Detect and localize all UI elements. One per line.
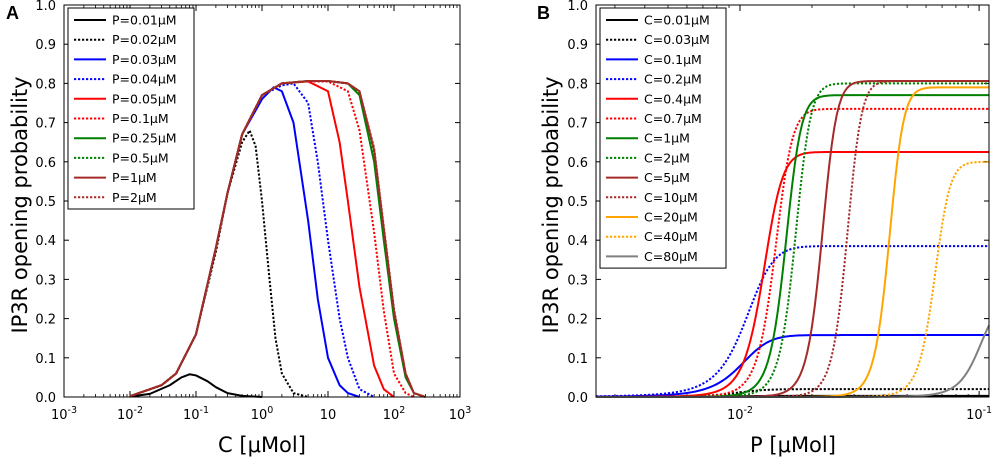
- ytick-label: 0.8: [35, 77, 56, 92]
- legend-label-c-0-2um: C=0.2μM: [644, 72, 702, 87]
- ytick-label: 0.9: [35, 38, 56, 53]
- panel-a: A C [μMol] IP3R opening probability 0.00…: [6, 0, 471, 457]
- legend-label-c-0-7um: C=0.7μM: [644, 111, 702, 126]
- series-line-p-0-01um: [129, 373, 263, 398]
- ytick-label: 0.6: [567, 156, 588, 171]
- legend-label-c-20um: C=20μM: [644, 210, 698, 225]
- ytick-label: 0.0: [567, 391, 588, 406]
- xtick-label: 102: [383, 405, 406, 423]
- panel-a-letter: A: [6, 3, 19, 23]
- legend-label-p-2um: P=2μM: [112, 190, 157, 205]
- panel-b-ylabel: IP3R opening probability: [539, 76, 563, 333]
- series-line-p-0-02um: [129, 129, 309, 398]
- panel-a-series: [129, 80, 426, 398]
- legend-label-c-40um: C=40μM: [644, 229, 698, 244]
- panel-a-xlabel: C [μMol]: [218, 433, 306, 457]
- panel-b-frame: [595, 4, 990, 398]
- xtick-label: 10-2: [727, 405, 753, 423]
- ytick-label: 0.1: [567, 352, 588, 367]
- legend-label-p-0-01um: P=0.01μM: [112, 13, 177, 28]
- ytick-label: 0.7: [35, 117, 56, 132]
- xtick-label: 100: [251, 405, 274, 423]
- ytick-label: 0.3: [35, 273, 56, 288]
- ytick-label: 0.4: [35, 234, 56, 249]
- legend-label-c-0-03um: C=0.03μM: [644, 32, 710, 47]
- xtick-label: 10-1: [966, 405, 992, 423]
- legend-label-c-10um: C=10μM: [644, 190, 698, 205]
- xtick-label: 10: [320, 408, 337, 423]
- legend-box: [67, 7, 195, 210]
- legend-label-c-80um: C=80μM: [644, 249, 698, 264]
- legend-label-c-0-01um: C=0.01μM: [644, 13, 710, 28]
- legend-label-p-0-05um: P=0.05μM: [112, 91, 177, 106]
- ytick-label: 0.1: [35, 352, 56, 367]
- panel-b-xlabel: P [μMol]: [750, 433, 836, 457]
- ytick-label: 0.9: [567, 38, 588, 53]
- ytick-label: 0.5: [35, 195, 56, 210]
- legend-label-p-0-1um: P=0.1μM: [112, 111, 169, 126]
- legend-label-c-1um: C=1μM: [644, 131, 690, 146]
- ytick-label: 1.0: [567, 0, 588, 14]
- panel-b-legend: C=0.01μM C=0.03μM C=0.1μM C=0.2μM C=0.4μM C=0…: [599, 7, 727, 269]
- xtick-label: 10-1: [183, 405, 209, 423]
- xtick-label: 10-2: [117, 405, 143, 423]
- xtick-label: 103: [449, 405, 472, 423]
- series-line-c-0-1um: [595, 334, 989, 398]
- ytick-label: 0.5: [567, 195, 588, 210]
- ytick-label: 0.4: [567, 234, 588, 249]
- ytick-label: 0.8: [567, 77, 588, 92]
- legend-label-p-0-02um: P=0.02μM: [112, 32, 177, 47]
- ytick-label: 0.0: [35, 391, 56, 406]
- legend-label-p-0-25um: P=0.25μM: [112, 131, 177, 146]
- legend-label-c-5um: C=5μM: [644, 170, 690, 185]
- ytick-label: 0.6: [35, 156, 56, 171]
- legend-label-c-0-4um: C=0.4μM: [644, 91, 702, 106]
- panel-a-ticks: 0.0 0.1 0.2 0.3 0.4 0.5 0.6 0.7 0.8 0.9 1.0 10-3 10-…: [35, 0, 471, 423]
- series-line-p-2um: [129, 80, 426, 398]
- panel-b: B P [μMol] IP3R opening probability 0.0 0…: [537, 0, 992, 457]
- panel-a-legend: P=0.01μM P=0.02μM P=0.03μM P=0.04μM P=0.05μM…: [67, 7, 195, 210]
- legend-label-c-2um: C=2μM: [644, 150, 690, 165]
- panel-a-frame: [63, 4, 461, 398]
- ytick-label: 0.2: [567, 313, 588, 328]
- ytick-label: 1.0: [35, 0, 56, 14]
- legend-label-p-0-03um: P=0.03μM: [112, 52, 177, 67]
- panel-a-ylabel: IP3R opening probability: [8, 76, 32, 333]
- legend-label-c-0-1um: C=0.1μM: [644, 52, 702, 67]
- xtick-label: 10-3: [51, 405, 77, 423]
- legend-label-p-0-5um: P=0.5μM: [112, 150, 169, 165]
- legend-label-p-1um: P=1μM: [112, 170, 157, 185]
- series-line-c-0-2um: [595, 245, 989, 398]
- ytick-label: 0.2: [35, 313, 56, 328]
- legend-label-p-0-04um: P=0.04μM: [112, 72, 177, 87]
- ytick-label: 0.3: [567, 273, 588, 288]
- panel-b-letter: B: [537, 3, 550, 23]
- ytick-label: 0.7: [567, 117, 588, 132]
